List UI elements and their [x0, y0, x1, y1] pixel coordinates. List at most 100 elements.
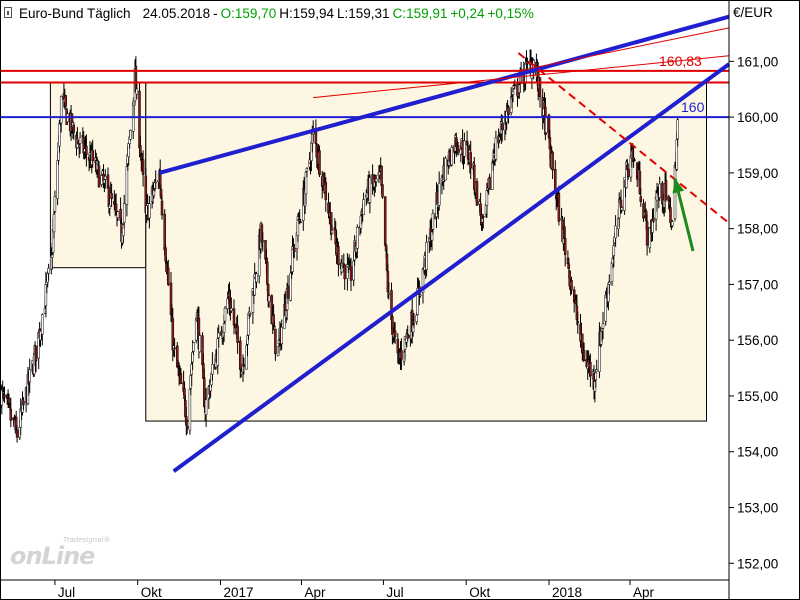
low-value: L:159,31 [337, 5, 390, 21]
candle-body [450, 147, 454, 166]
candle-131 [164, 244, 167, 265]
candle-334 [419, 294, 422, 298]
candle-104 [129, 129, 132, 141]
candle-body [47, 267, 50, 274]
candle-328 [411, 318, 415, 337]
candle-274 [343, 264, 346, 290]
candle-150 [188, 388, 192, 435]
candle-body [9, 408, 13, 421]
x-tick-label: Apr [633, 585, 655, 600]
candle-body [14, 416, 18, 429]
candle-49 [59, 95, 63, 133]
candle-body [545, 117, 548, 133]
candle-body [217, 332, 220, 338]
candle-body [22, 400, 25, 406]
candle-137 [171, 308, 175, 362]
candle-244 [305, 167, 309, 178]
window-icon[interactable] [4, 6, 12, 18]
candle-538 [676, 117, 679, 147]
candle-body [482, 215, 485, 218]
candle-body [261, 240, 265, 242]
candle-body [236, 325, 239, 343]
candle-body [104, 176, 107, 180]
candle-body [390, 290, 393, 320]
candle-body [352, 260, 355, 281]
candle-99 [122, 194, 126, 229]
candle-body [198, 335, 202, 353]
candle-body [494, 137, 498, 160]
candle-419 [526, 57, 529, 72]
candle-body [141, 159, 145, 175]
candle-307 [385, 247, 389, 274]
candle-74 [91, 139, 94, 168]
candle-body [119, 208, 122, 221]
candle-202 [253, 262, 256, 296]
candle-body [675, 139, 679, 170]
candle-47 [58, 119, 61, 153]
candle-body [633, 159, 636, 161]
candle-364 [456, 141, 460, 156]
background-layer [49, 82, 708, 422]
candle-body [652, 217, 655, 222]
candle-195 [245, 340, 248, 370]
candle-body [248, 313, 252, 315]
y-tick-label: 158,00 [737, 222, 778, 237]
candle-body [318, 150, 321, 176]
candle-body [274, 328, 277, 355]
candle-body [664, 180, 668, 200]
candle-body [437, 183, 441, 206]
candle-body [676, 119, 679, 140]
candle-body [491, 162, 494, 190]
candle-body [179, 373, 183, 385]
candle-474 [595, 359, 598, 372]
y-tick-label: 159,00 [737, 166, 778, 181]
candle-128 [159, 184, 163, 200]
candle-body [52, 214, 56, 233]
candle-229 [286, 275, 290, 304]
candle-body [188, 389, 192, 431]
candle-body [171, 318, 175, 351]
candle-body [242, 364, 246, 367]
candle-body [91, 150, 94, 162]
candle-body [289, 272, 292, 301]
x-tick-label: 2018 [552, 585, 582, 600]
candle-body [230, 308, 233, 312]
candle-439 [551, 150, 554, 180]
tradesignal-logo: Tradesignal® onLine [10, 536, 110, 570]
candle-9 [9, 397, 13, 428]
candle-body [538, 77, 542, 98]
candle-body [253, 274, 256, 296]
candle-body [557, 192, 561, 222]
candle-79 [97, 161, 101, 188]
candle-body [639, 196, 643, 202]
candle-body [110, 193, 113, 200]
close-value: C:159,91 [392, 5, 448, 21]
change-percent: +0,15% [487, 5, 534, 21]
candle-body [612, 245, 616, 256]
candle-body [383, 196, 387, 246]
candle-254 [318, 145, 321, 178]
candle-body [122, 203, 126, 223]
candle-body [56, 160, 59, 199]
candle-body [324, 182, 328, 200]
y-tick-label: 157,00 [737, 277, 778, 292]
candle-body [50, 254, 54, 258]
candle-64 [78, 132, 82, 155]
candle-body [594, 372, 598, 381]
candle-473 [594, 369, 598, 388]
green-arrow-head [672, 178, 685, 194]
candle-body [380, 165, 383, 186]
candle-154 [192, 341, 195, 355]
candle-399 [500, 114, 504, 142]
y-tick-label: 156,00 [737, 333, 778, 348]
candle-body [406, 333, 409, 339]
candle-304 [381, 184, 384, 199]
candle-body [204, 399, 208, 415]
candle-body [374, 178, 378, 182]
candle-344 [431, 209, 435, 235]
candle-390 [491, 159, 494, 190]
candle-509 [639, 188, 643, 207]
logo-big-text: onLine [10, 542, 95, 570]
candle-444 [557, 185, 561, 226]
candle-217 [272, 304, 275, 331]
